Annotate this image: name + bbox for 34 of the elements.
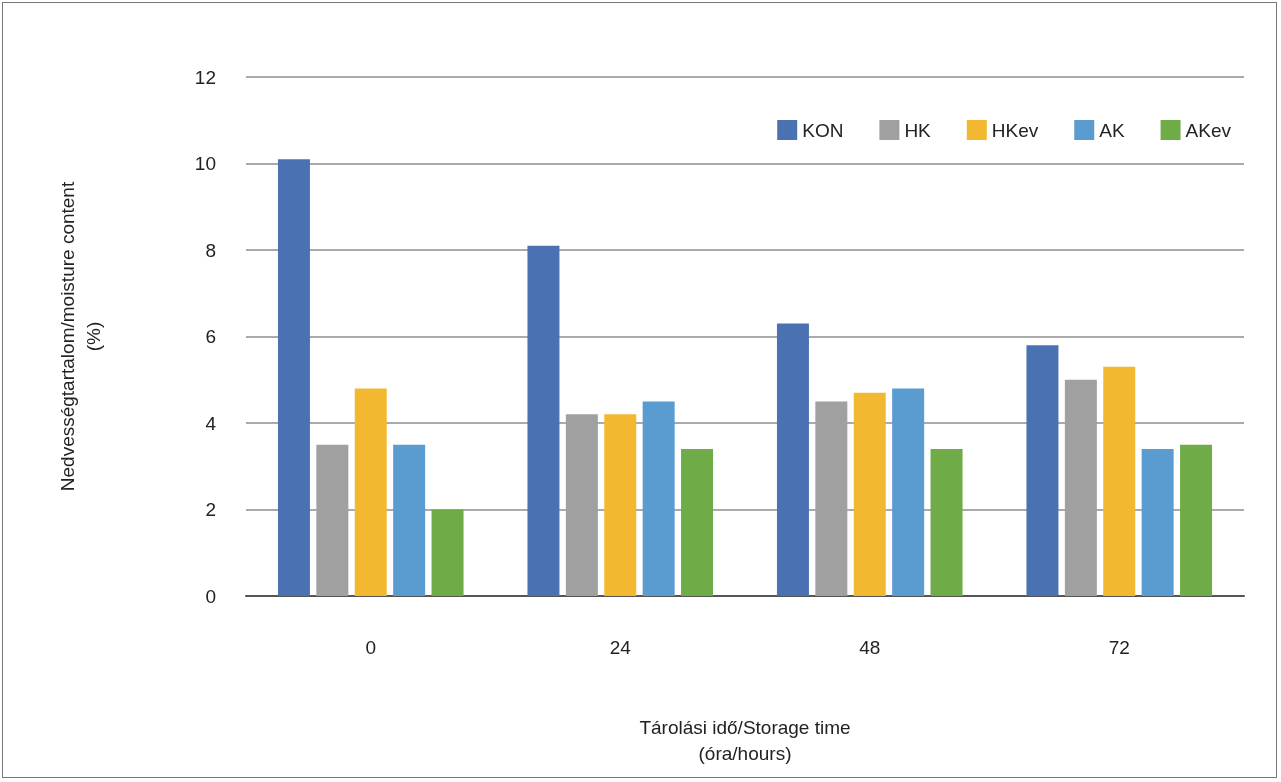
x-tick-label: 0 <box>365 637 377 658</box>
x-tick-label: 48 <box>859 637 881 658</box>
legend-label: HKev <box>991 119 1039 141</box>
bar <box>1180 444 1213 596</box>
bar <box>1103 366 1136 596</box>
bar <box>681 448 714 596</box>
bar <box>431 509 464 596</box>
bar <box>892 388 925 596</box>
bar <box>1141 448 1174 596</box>
legend-label: KON <box>802 119 844 141</box>
y-tick-label: 2 <box>205 499 216 520</box>
legend-label: AK <box>1099 119 1125 141</box>
y-tick-label: 10 <box>194 153 216 174</box>
y-tick-label: 6 <box>205 326 216 347</box>
y-tick-label: 4 <box>205 412 217 434</box>
bar <box>930 448 963 596</box>
bar <box>393 444 426 596</box>
bar <box>853 392 886 596</box>
y-tick-label: 0 <box>205 585 216 607</box>
legend-label: AKev <box>1185 119 1232 141</box>
y-tick-label: 8 <box>205 239 216 261</box>
bar <box>1026 345 1059 596</box>
bar <box>776 323 809 596</box>
x-tick-label: 72 <box>1108 637 1130 658</box>
x-axis-title: Tárolási idő/Storage time (óra/hours) <box>639 716 851 764</box>
y-axis-title: Nedvességtartalom/moisture content (%) <box>56 181 104 492</box>
bar <box>527 245 560 596</box>
bar <box>354 388 387 596</box>
bar <box>642 401 675 596</box>
legend-label: HK <box>904 119 932 141</box>
y-tick-label: 12 <box>194 66 216 88</box>
bar <box>604 414 637 596</box>
bar <box>277 159 310 596</box>
x-tick-label: 24 <box>609 637 632 658</box>
